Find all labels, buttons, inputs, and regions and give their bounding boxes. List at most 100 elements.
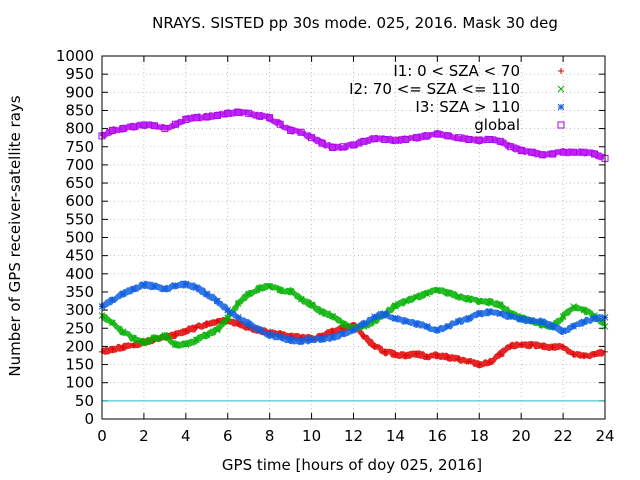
series-4-point: [129, 123, 137, 131]
series-3-point: [496, 310, 504, 318]
series-3-point: [151, 283, 158, 290]
legend-label-2: I2: 70 <= SZA <= 110: [349, 80, 520, 98]
series-1-point: [235, 320, 242, 327]
series-3-point: [172, 282, 179, 289]
series-1-point: [109, 346, 116, 353]
series-1-point: [193, 324, 200, 331]
series-3: [98, 280, 609, 346]
series-4-point: [266, 114, 274, 122]
x-tick-label: 18: [470, 427, 489, 445]
series-4-point: [203, 113, 211, 121]
series-4-point: [255, 112, 263, 120]
series-4-point: [475, 136, 483, 144]
series-4-point: [538, 151, 546, 159]
series-3-point: [559, 327, 567, 335]
series-2-point: [413, 294, 420, 301]
y-tick-label: 0: [84, 410, 94, 428]
series-4-point: [360, 137, 368, 145]
y-tick-label: 200: [65, 337, 94, 355]
legend-label-4: global: [474, 116, 520, 134]
series-4-point: [276, 120, 284, 128]
series-1-point: [172, 331, 179, 338]
series-2-point: [559, 313, 567, 320]
series-3-point: [224, 306, 232, 314]
series-1-point: [570, 351, 577, 358]
x-axis-title: GPS time [hours of doy 025, 2016]: [222, 456, 482, 474]
series-2-point: [308, 301, 315, 309]
x-tick-label: 6: [223, 427, 233, 445]
series-2-point: [297, 295, 305, 303]
x-tick-label: 2: [139, 427, 149, 445]
series-1-point: [465, 358, 472, 365]
y-axis-title: Number of GPS receiver-satellite rays: [6, 95, 24, 376]
series-1-point: [581, 353, 588, 360]
series-layer: [98, 108, 609, 369]
y-tick-label: 550: [65, 210, 94, 228]
y-tick-label: 650: [65, 174, 94, 192]
series-1-point: [507, 343, 514, 350]
series-4-point: [108, 126, 116, 134]
series-2-point: [570, 303, 577, 310]
y-tick-label: 950: [65, 65, 94, 83]
series-3-point: [318, 335, 326, 343]
y-tick-label: 250: [65, 319, 94, 337]
series-4-point: [287, 126, 295, 134]
series-3-point: [245, 320, 253, 328]
series-1-point: [591, 351, 598, 358]
series-1-point: [214, 317, 221, 324]
series-3-point: [528, 317, 535, 325]
series-4-point: [402, 135, 410, 143]
series-1-point: [392, 351, 399, 358]
series-3-point: [287, 336, 294, 344]
series-2-point: [423, 290, 431, 298]
series-2-point: [234, 300, 242, 307]
series-4-point: [308, 134, 316, 142]
series-1-point: [497, 351, 504, 358]
x-tick-label: 24: [595, 427, 614, 445]
x-tick-label: 16: [428, 427, 447, 445]
series-3-point: [130, 285, 137, 293]
series-1-point: [434, 352, 441, 359]
series-4-point: [339, 143, 347, 151]
series-1-point: [371, 343, 378, 350]
series-1-point: [560, 343, 567, 350]
series-4-point: [234, 108, 242, 116]
series-2-point: [213, 326, 221, 334]
series-1-point: [119, 344, 126, 351]
series-4-point: [318, 139, 326, 147]
series-3-point: [308, 336, 315, 344]
y-tick-label: 300: [65, 301, 94, 319]
series-3-point: [475, 310, 483, 318]
series-3-point: [109, 296, 116, 304]
series-1-point: [518, 341, 525, 348]
series-3-point: [381, 310, 389, 318]
x-tick-label: 0: [97, 427, 107, 445]
x-tick-label: 8: [265, 427, 275, 445]
series-2-point: [140, 338, 148, 346]
series-3-point: [339, 330, 347, 338]
series-3-point: [192, 284, 200, 291]
series-2-point: [276, 286, 284, 294]
series-2-point: [287, 287, 294, 295]
series-2-point: [182, 341, 190, 348]
series-4-point: [224, 109, 232, 117]
y-tick-label: 150: [65, 356, 94, 374]
series-4-point: [549, 150, 557, 158]
y-tick-label: 50: [75, 392, 94, 410]
series-4-point: [119, 125, 127, 133]
legend-marker-1: [558, 68, 564, 74]
y-tick-label: 1000: [56, 47, 94, 65]
series-4-point: [381, 135, 389, 143]
tick-labels: 0501001502002503003504004505005506006507…: [56, 47, 615, 445]
series-1-point: [444, 354, 451, 361]
series-4-point: [140, 121, 148, 129]
series-1-point: [549, 344, 556, 351]
y-tick-label: 500: [65, 229, 94, 247]
series-2-point: [318, 308, 326, 316]
series-4-point: [507, 143, 515, 151]
y-tick-label: 800: [65, 120, 94, 138]
series-4-point: [433, 130, 441, 138]
series-4-band: [99, 108, 606, 161]
x-tick-label: 10: [302, 427, 321, 445]
